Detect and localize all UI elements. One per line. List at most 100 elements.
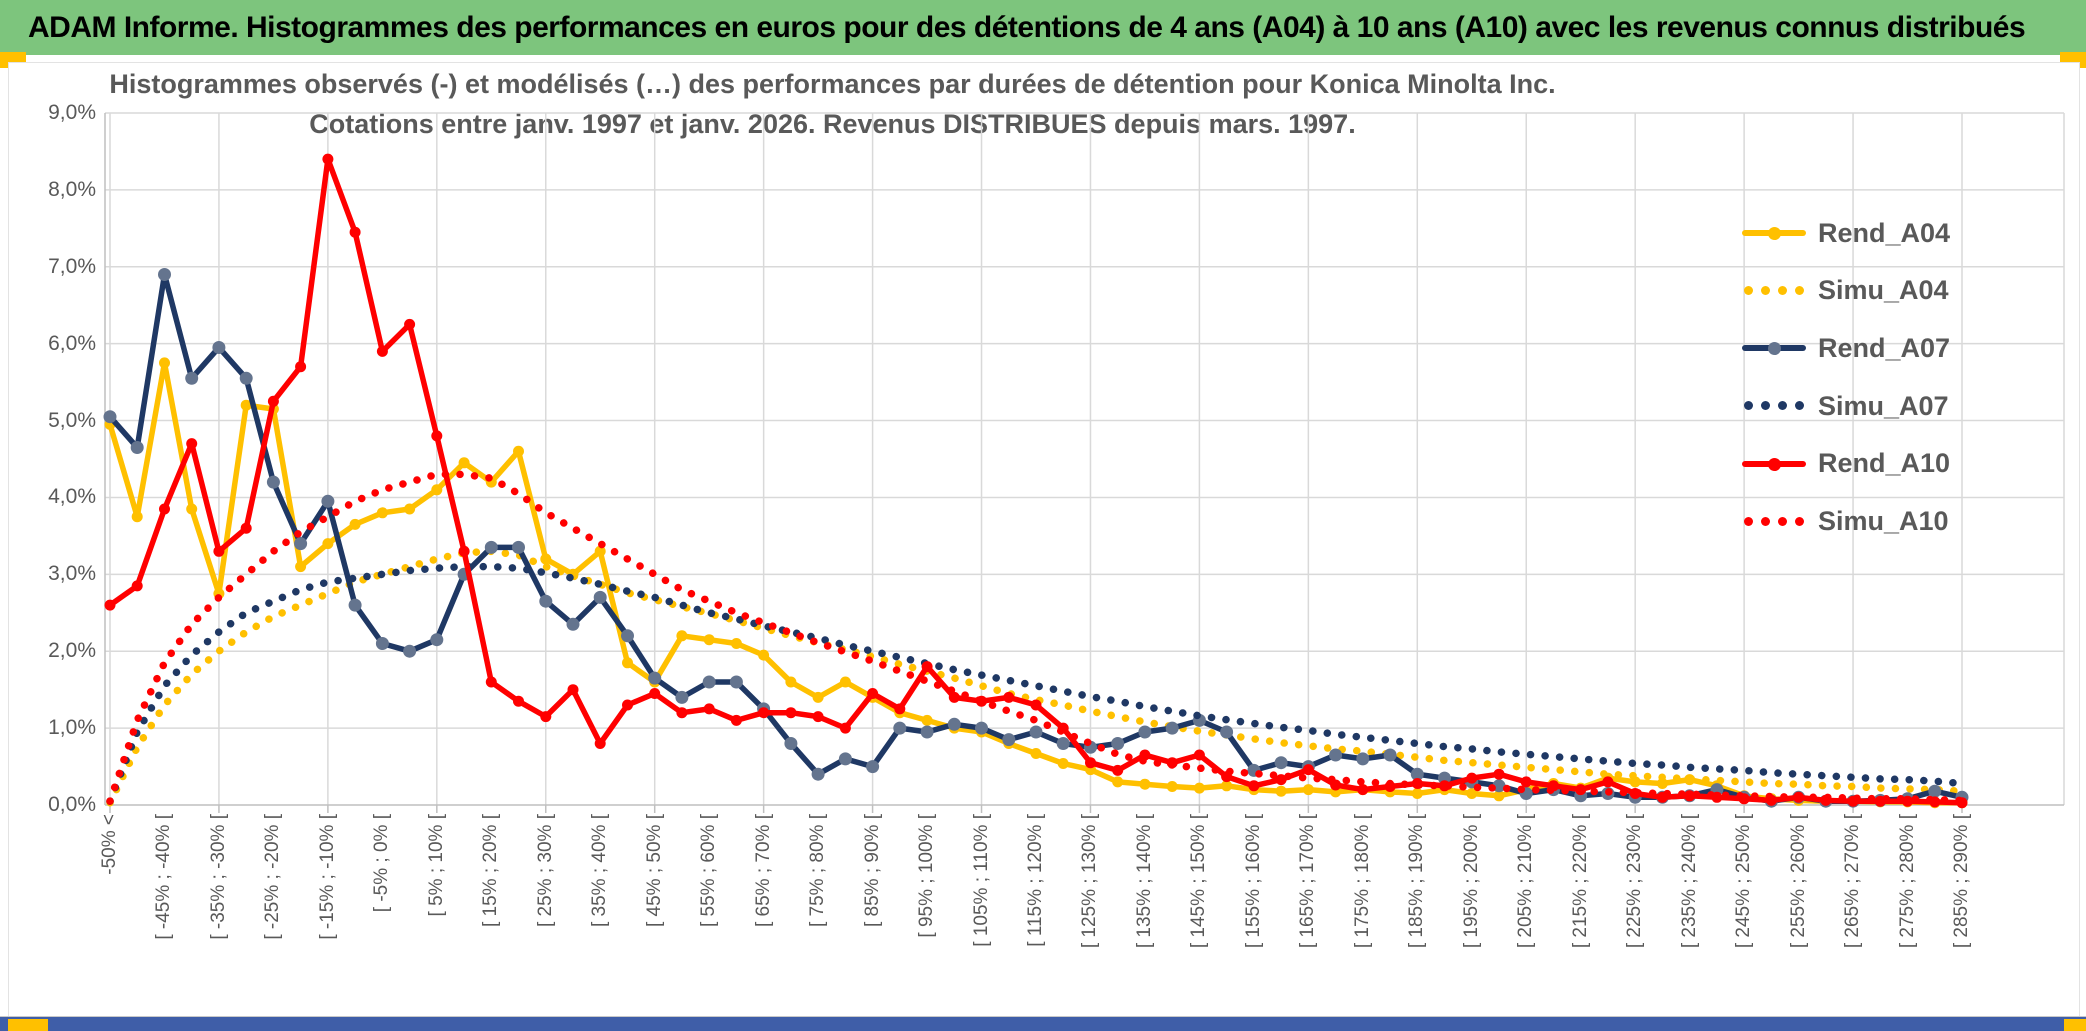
series-Rend_A04-marker xyxy=(540,553,552,565)
series-Rend_A07-marker xyxy=(1274,756,1288,770)
series-Rend_A04-marker xyxy=(1302,784,1314,796)
series-Rend_A10-marker xyxy=(785,707,797,719)
series-Rend_A10-marker xyxy=(1493,768,1505,780)
legend-label: Simu_A07 xyxy=(1818,390,1949,421)
series-Rend_A07-marker xyxy=(1329,748,1343,762)
series-Rend_A07-marker xyxy=(893,721,907,735)
series-Rend_A10-marker xyxy=(921,661,933,673)
legend-item-Simu_A07[interactable]: Simu_A07 xyxy=(1742,386,1949,426)
footer-bar xyxy=(0,1017,2086,1031)
series-Rend_A07-marker xyxy=(1002,733,1016,747)
x-axis-label: [ 25% ; 30% [ xyxy=(534,814,556,928)
series-Rend_A04-marker xyxy=(186,503,198,515)
x-axis-label: [ 135% ; 140% [ xyxy=(1133,814,1155,949)
series-Rend_A07-marker xyxy=(729,675,743,689)
series-Rend_A07-marker xyxy=(430,633,444,647)
y-axis-label: 7,0% xyxy=(48,254,96,278)
legend-dot xyxy=(1744,516,1753,526)
x-axis-label: [ 225% ; 230% [ xyxy=(1624,814,1646,949)
series-Rend_A07-marker xyxy=(239,371,253,385)
y-axis-label: 9,0% xyxy=(48,101,96,124)
x-axis-label: [ 85% ; 90% [ xyxy=(861,814,883,928)
x-axis-label: [ 285% ; 290% [ xyxy=(1951,814,1972,949)
series-Rend_A10-marker xyxy=(1248,780,1260,792)
series-Rend_A10-marker xyxy=(376,345,388,357)
legend-dotted-swatch-icon xyxy=(1742,271,1806,311)
x-axis-label: -50% < xyxy=(99,814,120,875)
legend-item-Simu_A04[interactable]: Simu_A04 xyxy=(1742,271,1949,311)
x-axis-label: [ 155% ; 160% [ xyxy=(1242,814,1264,949)
x-axis-label: [ 255% ; 260% [ xyxy=(1787,814,1809,949)
series-Rend_A04-marker xyxy=(1656,778,1668,789)
chart-title-line2: Cotations entre janv. 1997 et janv. 2026… xyxy=(309,109,1356,139)
chart-title: Histogrammes observés (-) et modélisés (… xyxy=(105,64,1560,144)
legend-dot xyxy=(1761,516,1770,526)
y-axis-label: 6,0% xyxy=(48,331,96,355)
series-Rend_A04-marker xyxy=(839,676,851,688)
series-Rend_A04-marker xyxy=(322,538,334,550)
legend-item-Rend_A04[interactable]: Rend_A04 xyxy=(1742,213,1950,253)
series-Rend_A04-marker xyxy=(730,638,742,649)
legend-dot xyxy=(1778,401,1787,411)
legend-dot xyxy=(1778,516,1787,526)
y-axis-label: 0,0% xyxy=(48,793,96,816)
x-axis-label: [ 175% ; 180% [ xyxy=(1351,814,1373,949)
x-axis-label: [ 245% ; 250% [ xyxy=(1733,814,1755,949)
series-Rend_A07-marker xyxy=(1356,752,1370,766)
series-Rend_A10-marker xyxy=(622,699,633,711)
series-Rend_A07-marker xyxy=(566,617,580,631)
series-Rend_A10-marker xyxy=(186,438,198,450)
series-Rend_A04-marker xyxy=(1193,782,1205,794)
series-Rend_A10-marker xyxy=(1030,699,1042,711)
series-Rend_A07-marker xyxy=(1383,748,1397,762)
series-Rend_A04-marker xyxy=(1139,778,1151,790)
x-axis-label: [ -15% ; -10% [ xyxy=(316,814,338,940)
series-Rend_A04-marker xyxy=(431,484,443,496)
legend-label: Rend_A04 xyxy=(1818,217,1951,248)
series-Rend_A04-marker xyxy=(703,634,715,646)
series-Rend_A10-marker xyxy=(1902,795,1913,807)
series-Rend_A10-marker xyxy=(594,738,606,749)
y-axis-label: 2,0% xyxy=(48,639,96,663)
series-Rend_A10-marker xyxy=(703,703,715,715)
series-Rend_A10-marker xyxy=(322,153,334,165)
series-Rend_A07-marker xyxy=(294,537,308,551)
series-Rend_A04-marker xyxy=(676,630,688,642)
legend-label: Simu_A04 xyxy=(1818,275,1949,306)
x-axis-label: [ 15% ; 20% [ xyxy=(480,814,502,928)
legend-item-Simu_A10[interactable]: Simu_A10 xyxy=(1742,502,1949,542)
series-Rend_A04-marker xyxy=(1411,788,1423,799)
series-Rend_A10-marker xyxy=(676,707,688,719)
legend-label: Rend_A07 xyxy=(1818,332,1951,363)
x-axis-label: [ 195% ; 200% [ xyxy=(1460,814,1482,949)
y-axis-label: 8,0% xyxy=(48,177,96,201)
x-axis-label: [ 105% ; 110% [ xyxy=(970,814,992,947)
series-Rend_A04-marker xyxy=(1112,776,1124,788)
series-Rend_A10-marker xyxy=(513,695,524,707)
series-Rend_A07-marker xyxy=(593,590,607,604)
x-axis-label: [ 185% ; 190% [ xyxy=(1406,814,1428,949)
legend-item-Rend_A10[interactable]: Rend_A10 xyxy=(1742,444,1950,484)
series-Rend_A07-marker xyxy=(866,760,880,774)
y-axis-label: 5,0% xyxy=(48,408,96,432)
legend-item-Rend_A07[interactable]: Rend_A07 xyxy=(1742,328,1950,368)
x-axis-label: [ 35% ; 40% [ xyxy=(589,814,611,928)
series-Rend_A07-marker xyxy=(1928,784,1942,798)
legend-marker xyxy=(1768,457,1781,471)
series-Rend_A07-marker xyxy=(621,629,634,643)
legend-line-swatch-icon xyxy=(1742,444,1806,484)
x-axis-label: [ 125% ; 130% [ xyxy=(1079,814,1101,949)
gold-accent-bottom-left xyxy=(8,1019,48,1031)
x-axis-label: [ -45% ; -40% [ xyxy=(153,814,175,940)
series-Rend_A07-marker xyxy=(947,717,961,731)
page-title: ADAM Informe. Histogrammes des performan… xyxy=(28,10,2026,44)
series-Rend_A10-marker xyxy=(867,688,879,699)
series-Rend_A07-marker xyxy=(512,540,525,554)
legend-label: Rend_A10 xyxy=(1818,448,1951,479)
series-Rend_A10-marker xyxy=(730,714,742,726)
series-Rend_A10-marker xyxy=(104,599,116,611)
series-Rend_A07-marker xyxy=(484,540,498,554)
footer-divider xyxy=(0,1016,2086,1017)
